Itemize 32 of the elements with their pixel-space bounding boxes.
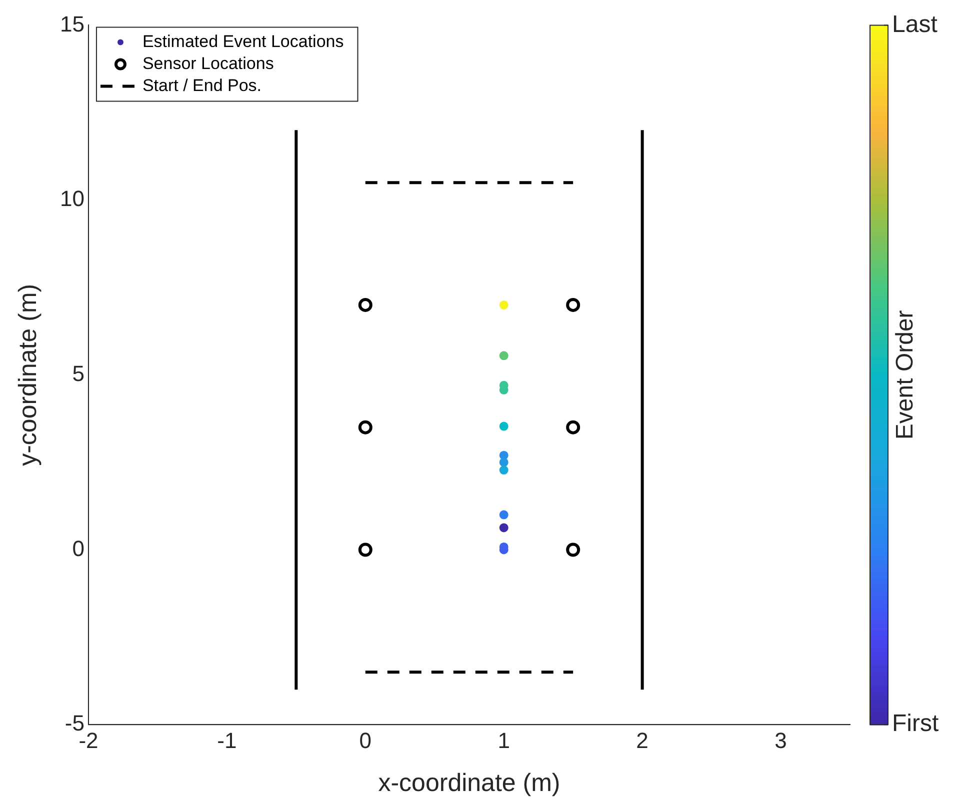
point [499,300,508,310]
y-tick-label: -5 [64,710,84,736]
y-tick-label: 5 [72,360,84,386]
legend-label: Start / End Pos. [142,76,262,95]
y-tick-label: 15 [60,11,84,36]
x-tick-label: 0 [359,728,372,753]
point [499,380,508,390]
y-tick-label: 0 [72,536,84,561]
point [499,422,508,431]
point [358,420,372,434]
point [499,458,508,467]
point [566,542,580,557]
color-bar-title: Event Order [892,310,919,440]
x-tick-label: 3 [774,728,787,753]
x-tick-label: 2 [636,728,648,753]
x-tick-label: 1 [498,728,510,753]
y-axis-title: y-coordinate (m) [14,284,42,466]
point [499,466,508,475]
legend-label: Estimated Event Locations [142,32,344,51]
point [358,298,372,312]
point [566,420,580,434]
point [499,351,508,360]
point [499,510,508,520]
point [358,542,372,557]
x-axis-title: x-coordinate (m) [378,768,560,797]
x-tick-label: -1 [217,728,237,753]
point [566,298,580,312]
color-bar-label: First [892,710,939,738]
color-bar-label: Last [892,10,938,38]
point [499,523,508,532]
legend-label: Sensor Locations [142,54,274,73]
y-tick-label: 10 [60,186,84,212]
